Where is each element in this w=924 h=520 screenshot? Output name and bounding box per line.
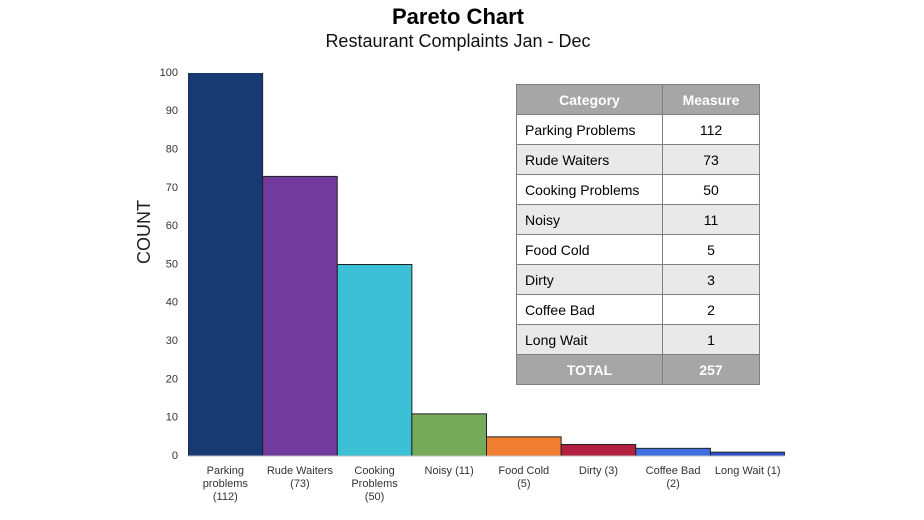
bar [262,175,338,457]
table-cell: Dirty [516,264,663,295]
y-tick-label: 80 [166,144,178,156]
table-cell: Rude Waiters [516,144,663,175]
bar [635,447,711,457]
y-tick-label: 60 [166,220,178,232]
chart-subtitle: Restaurant Complaints Jan - Dec [325,31,590,51]
x-tick-label: Noisy (11) [424,465,474,477]
table-row: Cooking Problems 50 [516,174,760,205]
x-tick-label: Cooking Problems (50) [351,465,398,503]
bar [486,436,562,457]
table-cell: 73 [662,144,760,175]
x-tick-label: Long Wait (1) [714,465,781,477]
table-cell: 3 [662,264,760,295]
chart-title: Pareto Chart [392,4,525,29]
y-tick-label: 0 [172,450,178,462]
y-tick-label: 50 [166,258,178,270]
table-cell: 50 [662,174,760,205]
bar [560,444,637,457]
table-cell: Noisy [516,204,663,235]
table-cell: 11 [662,204,760,235]
y-tick-label: 70 [166,182,178,194]
x-tick-label: Dirty (3) [578,465,618,477]
table-row: Noisy 11 [516,204,760,235]
y-tick-label: 10 [166,412,178,424]
bar [411,413,487,457]
x-tick-label: Food Cold (5) [498,465,550,490]
table-header: Category [516,84,663,115]
x-tick-label: Rude Waiters (73) [266,465,334,490]
y-tick-label: 20 [166,373,178,385]
table-row: Dirty 3 [516,264,760,295]
table-cell: Coffee Bad [516,294,663,325]
table-cell: Parking Problems [516,114,663,145]
bar [709,451,785,457]
table-cell: Long Wait [516,324,663,355]
table-row: Coffee Bad 2 [516,294,760,325]
data-table: Category Measure Parking Problems 112 Rude … [516,84,760,385]
table-cell: Food Cold [516,234,663,265]
table-cell: Cooking Problems [516,174,663,205]
x-tick-label: Parking problems (112) [202,465,248,503]
bar [188,73,264,457]
table-row: Long Wait 1 [516,324,760,355]
y-tick-label: 30 [166,335,178,347]
table-total: TOTAL [516,354,663,385]
y-tick-label: 90 [166,105,178,117]
table-row: Food Cold 5 [516,234,760,265]
table-cell: 112 [662,114,760,145]
y-axis-label: COUNT [134,200,154,264]
table-row: Parking Problems 112 [516,114,760,145]
table-cell: 2 [662,294,760,325]
y-tick-label: 40 [166,297,178,309]
table-total: 257 [662,354,760,385]
table-row: Rude Waiters 73 [516,144,760,175]
x-tick-label: Coffee Bad (2) [645,465,701,490]
table-header: Measure [662,84,760,115]
y-tick-label: 100 [160,67,178,79]
table-cell: 5 [662,234,760,265]
table-cell: 1 [662,324,760,355]
bar [336,264,413,457]
